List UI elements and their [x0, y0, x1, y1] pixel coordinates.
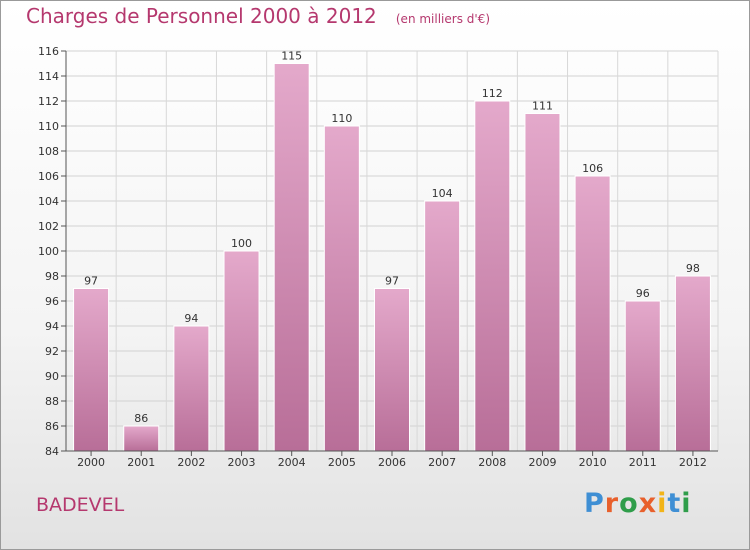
y-tick-label: 116 [38, 45, 59, 58]
y-tick-label: 94 [45, 320, 59, 333]
y-tick-label: 84 [45, 445, 59, 458]
chart-title: Charges de Personnel 2000 à 2012 [26, 4, 377, 28]
bar-2005 [323, 125, 360, 452]
x-tick-label: 2006 [378, 456, 406, 469]
commune-name: BADEVEL [36, 494, 125, 516]
bar-value-label: 96 [636, 287, 650, 300]
bar-2007 [424, 200, 461, 452]
bar-value-label: 86 [134, 412, 148, 425]
logo-letter: o [619, 488, 639, 519]
bar-2010 [574, 175, 611, 452]
x-tick-label: 2011 [629, 456, 657, 469]
bar-value-label: 112 [482, 87, 503, 100]
x-tick-label: 2012 [679, 456, 707, 469]
y-tick-label: 100 [38, 245, 59, 258]
bar-2008 [474, 100, 511, 452]
x-tick-label: 2004 [278, 456, 306, 469]
bar-value-label: 94 [184, 312, 198, 325]
x-tick-label: 2009 [528, 456, 556, 469]
y-tick-label: 98 [45, 270, 59, 283]
chart-unit: (en milliers d'€) [395, 12, 490, 26]
bar-2001 [123, 425, 160, 452]
x-tick-label: 2008 [478, 456, 506, 469]
y-tick-label: 88 [45, 395, 59, 408]
logo-letter: t [667, 488, 682, 519]
bar-value-label: 104 [432, 187, 453, 200]
x-tick-label: 2003 [228, 456, 256, 469]
x-tick-label: 2007 [428, 456, 456, 469]
bar-2002 [173, 325, 210, 452]
y-tick-label: 86 [45, 420, 59, 433]
x-tick-label: 2001 [127, 456, 155, 469]
bar-value-label: 100 [231, 237, 252, 250]
bar-2004 [273, 63, 310, 452]
logo-letter: x [638, 488, 658, 519]
logo-letter: i [681, 488, 692, 519]
y-tick-label: 104 [38, 195, 59, 208]
y-tick-label: 108 [38, 145, 59, 158]
chart-header: Charges de Personnel 2000 à 2012 (en mil… [26, 4, 490, 28]
x-tick-label: 2005 [328, 456, 356, 469]
y-tick-label: 96 [45, 295, 59, 308]
x-tick-label: 2000 [77, 456, 105, 469]
logo-letter: P [584, 488, 605, 519]
y-tick-label: 92 [45, 345, 59, 358]
y-tick-label: 110 [38, 120, 59, 133]
x-tick-label: 2010 [579, 456, 607, 469]
bar-2003 [223, 250, 260, 452]
bar-2006 [374, 288, 410, 452]
x-tick-label: 2002 [177, 456, 205, 469]
logo-letter: r [604, 488, 620, 519]
bar-2011 [624, 300, 661, 452]
logo-letter: i [657, 488, 668, 519]
proxiti-logo[interactable]: Proxiti [584, 488, 692, 519]
bar-2000 [73, 288, 110, 452]
bar-value-label: 111 [532, 100, 553, 113]
bar-value-label: 115 [281, 50, 302, 63]
y-tick-label: 90 [45, 370, 59, 383]
bar-value-label: 110 [331, 112, 352, 125]
bar-value-label: 106 [582, 162, 603, 175]
bar-value-label: 98 [686, 262, 700, 275]
bar-value-label: 97 [385, 275, 399, 288]
y-tick-label: 106 [38, 170, 59, 183]
y-tick-label: 112 [38, 95, 59, 108]
bar-2009 [524, 113, 561, 452]
bar-value-label: 97 [84, 275, 98, 288]
y-tick-label: 102 [38, 220, 59, 233]
y-tick-label: 114 [38, 70, 59, 83]
bar-2012 [674, 275, 711, 452]
